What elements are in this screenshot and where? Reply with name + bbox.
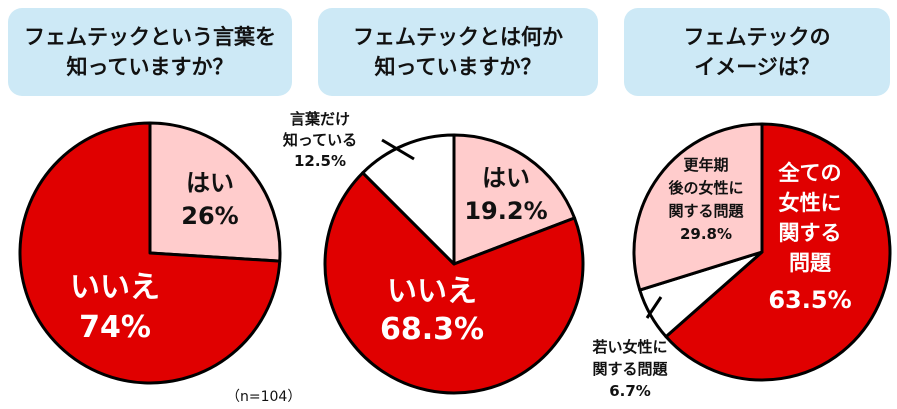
sample-size-note: （n=104）	[226, 389, 302, 405]
pie1-slice-2	[18, 121, 282, 385]
c3-all-label-3: 関する	[779, 221, 842, 245]
c2-no-value: 68.3%	[380, 312, 484, 347]
c2-word-label-2: 知っている	[283, 131, 357, 149]
c3-meno-label-3: 関する問題	[668, 202, 744, 220]
c3-meno-value: 29.8%	[680, 225, 732, 243]
question-header-3: フェムテックの イメージは？	[624, 8, 890, 96]
c1-yes-label: はい	[186, 169, 234, 197]
question-2-line-2: 知っていますか？	[374, 55, 542, 79]
question-header-1: フェムテックという言葉を 知っていますか？	[8, 8, 292, 96]
pie2-slice-2	[323, 171, 585, 395]
c3-meno-label-1: 更年期	[683, 156, 728, 174]
c3-all-label-2: 女性に	[779, 191, 842, 215]
question-1-line-1: フェムテックという言葉を	[24, 25, 276, 49]
pie3-slice-1	[664, 122, 892, 382]
c3-meno-label-2: 後の女性に	[667, 179, 743, 197]
leader-line-young-women	[645, 296, 663, 319]
leader-line-word-only	[381, 138, 415, 161]
c1-yes-value: 26%	[181, 202, 238, 230]
c2-yes-label: はい	[482, 164, 530, 192]
question-header-2: フェムテックとは何か 知っていますか？	[318, 8, 598, 96]
c3-all-label-4: 問題	[789, 251, 832, 275]
question-1-line-2: 知っていますか？	[66, 55, 234, 79]
pie2-slice-3	[361, 133, 456, 266]
c2-word-value: 12.5%	[294, 152, 346, 170]
question-3-line-1: フェムテックの	[683, 25, 831, 49]
question-2-line-1: フェムテックとは何か	[353, 25, 563, 49]
c3-young-value: 6.7%	[609, 382, 651, 400]
c2-yes-value: 19.2%	[464, 197, 547, 225]
question-3-line-2: イメージは？	[694, 55, 820, 79]
pie2-slice-1	[452, 133, 577, 266]
c3-all-value: 63.5%	[768, 286, 851, 314]
c3-young-label-2: 関する問題	[592, 360, 668, 378]
c3-young-label-1: 若い女性に	[591, 338, 667, 356]
c1-no-label: いいえ	[70, 270, 160, 305]
pie3-slice-3	[632, 122, 764, 292]
c3-all-label-1: 全ての	[778, 161, 842, 185]
pie1-slice-1	[148, 121, 282, 263]
c1-no-value: 74%	[79, 310, 151, 345]
c2-no-label: いいえ	[387, 274, 477, 309]
c2-word-label-1: 言葉だけ	[290, 110, 350, 128]
